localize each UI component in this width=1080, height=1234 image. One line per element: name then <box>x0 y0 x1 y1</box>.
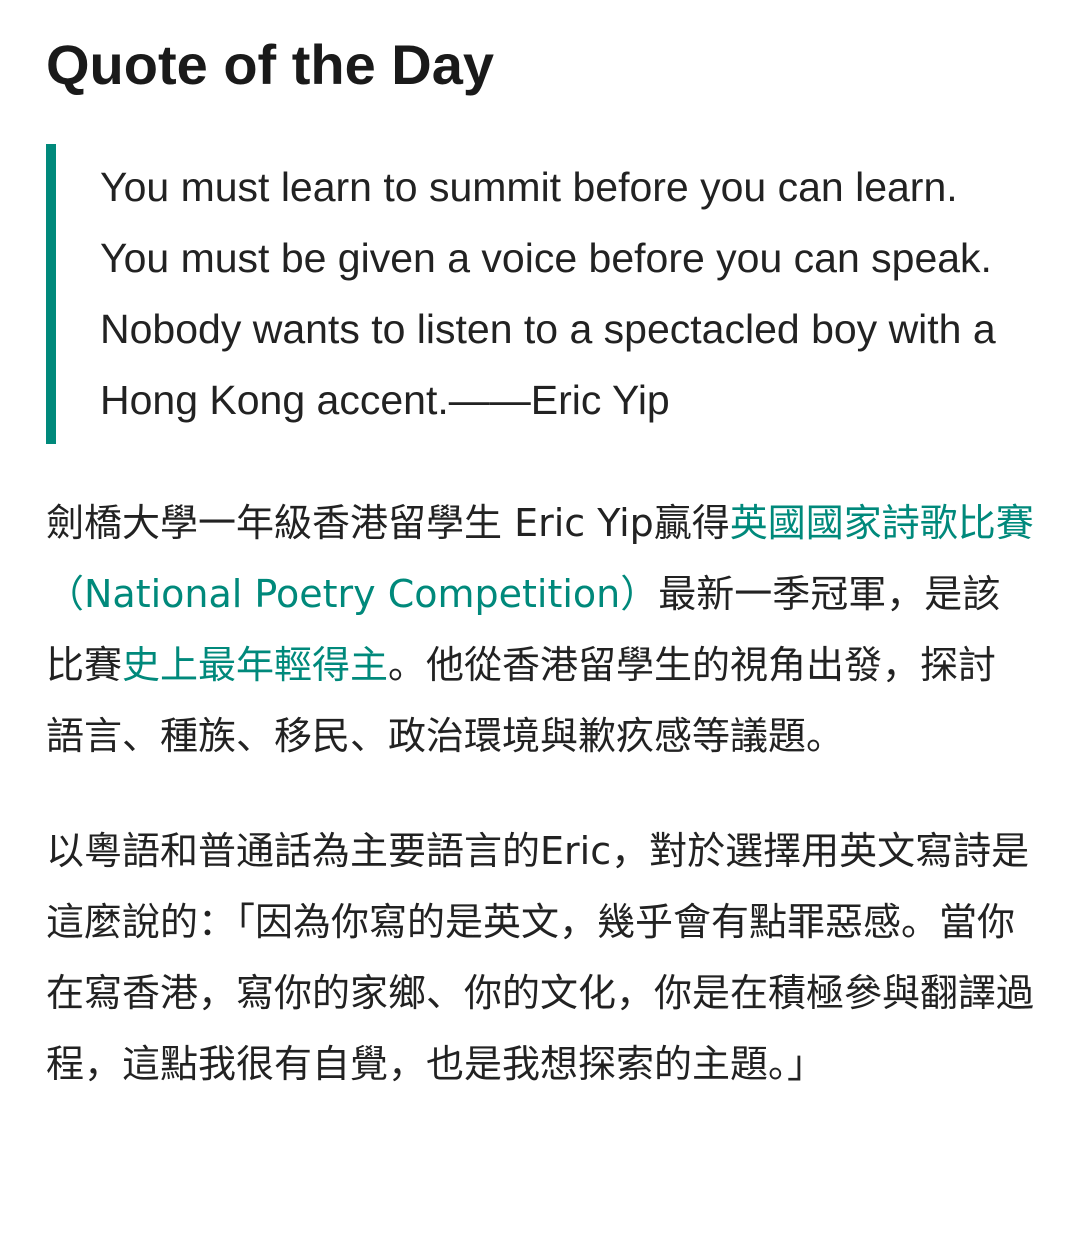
paragraph-quote: 以粵語和普通話為主要語言的Eric，對於選擇用英文寫詩是這麼說的：「因為你寫的是… <box>46 829 1035 1086</box>
competition-link[interactable]: 英國國家詩歌比賽（National Poetry Competition） <box>46 501 1034 616</box>
article-body: Quote of the Day You must learn to summi… <box>46 33 1035 1086</box>
section-title: Quote of the Day <box>46 33 495 96</box>
paragraph-intro-text-1: 劍橋大學一年級香港留學生 Eric Yip贏得 <box>46 501 730 545</box>
paragraph-intro: 劍橋大學一年級香港留學生 Eric Yip贏得英國國家詩歌比賽（National… <box>46 488 1034 772</box>
quote-block: You must learn to summit before you can … <box>46 144 1034 444</box>
paragraph-intro-text-3: 。他從香港留學生的視角出發，探討語言、種族、移民、政治環境與歉疚感等議題。 <box>46 643 997 758</box>
youngest-winner-link[interactable]: 史上最年輕得主 <box>122 643 389 687</box>
paragraph-intro-text-2: 最新一季冠軍，是該比賽 <box>46 572 1001 687</box>
quote-text: You must learn to summit before you can … <box>100 164 996 423</box>
